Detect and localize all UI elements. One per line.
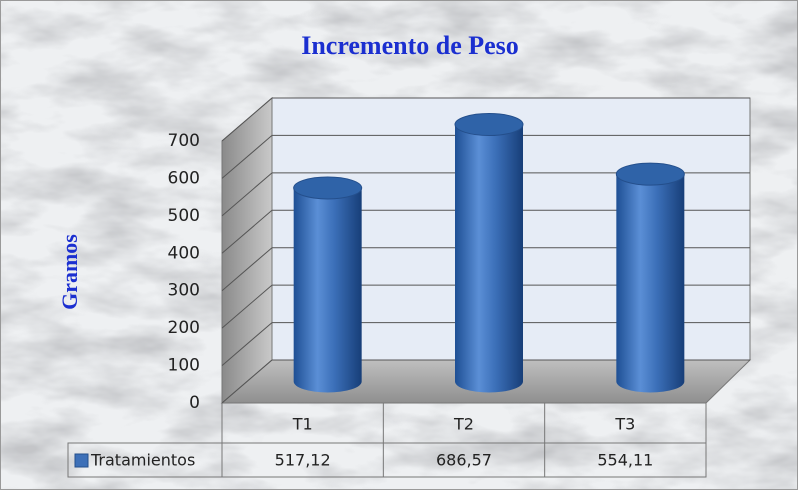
side-grid-line — [221, 209, 273, 254]
y-tick-label: 700 — [168, 131, 200, 151]
side-wall — [221, 96, 273, 405]
legend-swatch — [74, 453, 89, 468]
x-tick-label: T3 — [614, 415, 635, 434]
side-grid-line — [221, 284, 273, 329]
y-tick-label: 300 — [168, 281, 200, 301]
side-grid-line — [221, 322, 273, 366]
y-tick-label: 400 — [168, 243, 200, 263]
table-value-row — [67, 442, 707, 478]
y-tick-label: 200 — [168, 318, 200, 338]
value-label: 686,57 — [436, 451, 492, 470]
bar-body — [293, 187, 362, 393]
bar — [293, 176, 363, 393]
value-label: 554,11 — [597, 451, 653, 470]
chart-title: Incremento de Peso — [301, 31, 519, 60]
side-grid-line — [221, 172, 273, 217]
legend-label: Tratamientos — [90, 451, 195, 470]
y-tick-label: 100 — [168, 356, 200, 376]
y-tick-label: 600 — [168, 168, 200, 188]
x-tick-label: T1 — [292, 415, 313, 434]
side-grid-line — [221, 97, 273, 142]
bar — [454, 113, 524, 393]
y-tick-label: 500 — [168, 206, 200, 226]
y-tick-label: 0 — [189, 393, 200, 413]
bar-top — [293, 176, 363, 200]
bar — [615, 162, 685, 393]
y-axis-label: Gramos — [57, 234, 82, 310]
bar-body — [455, 124, 523, 393]
x-tick-label: T2 — [453, 415, 474, 434]
data-table — [67, 402, 707, 478]
bar-top — [615, 162, 685, 186]
value-label: 517,12 — [275, 451, 331, 470]
bar-body — [616, 174, 685, 393]
bar-top — [454, 113, 524, 137]
side-grid-line — [221, 359, 273, 404]
side-grid-line — [221, 135, 273, 179]
side-grid-line — [221, 247, 273, 292]
